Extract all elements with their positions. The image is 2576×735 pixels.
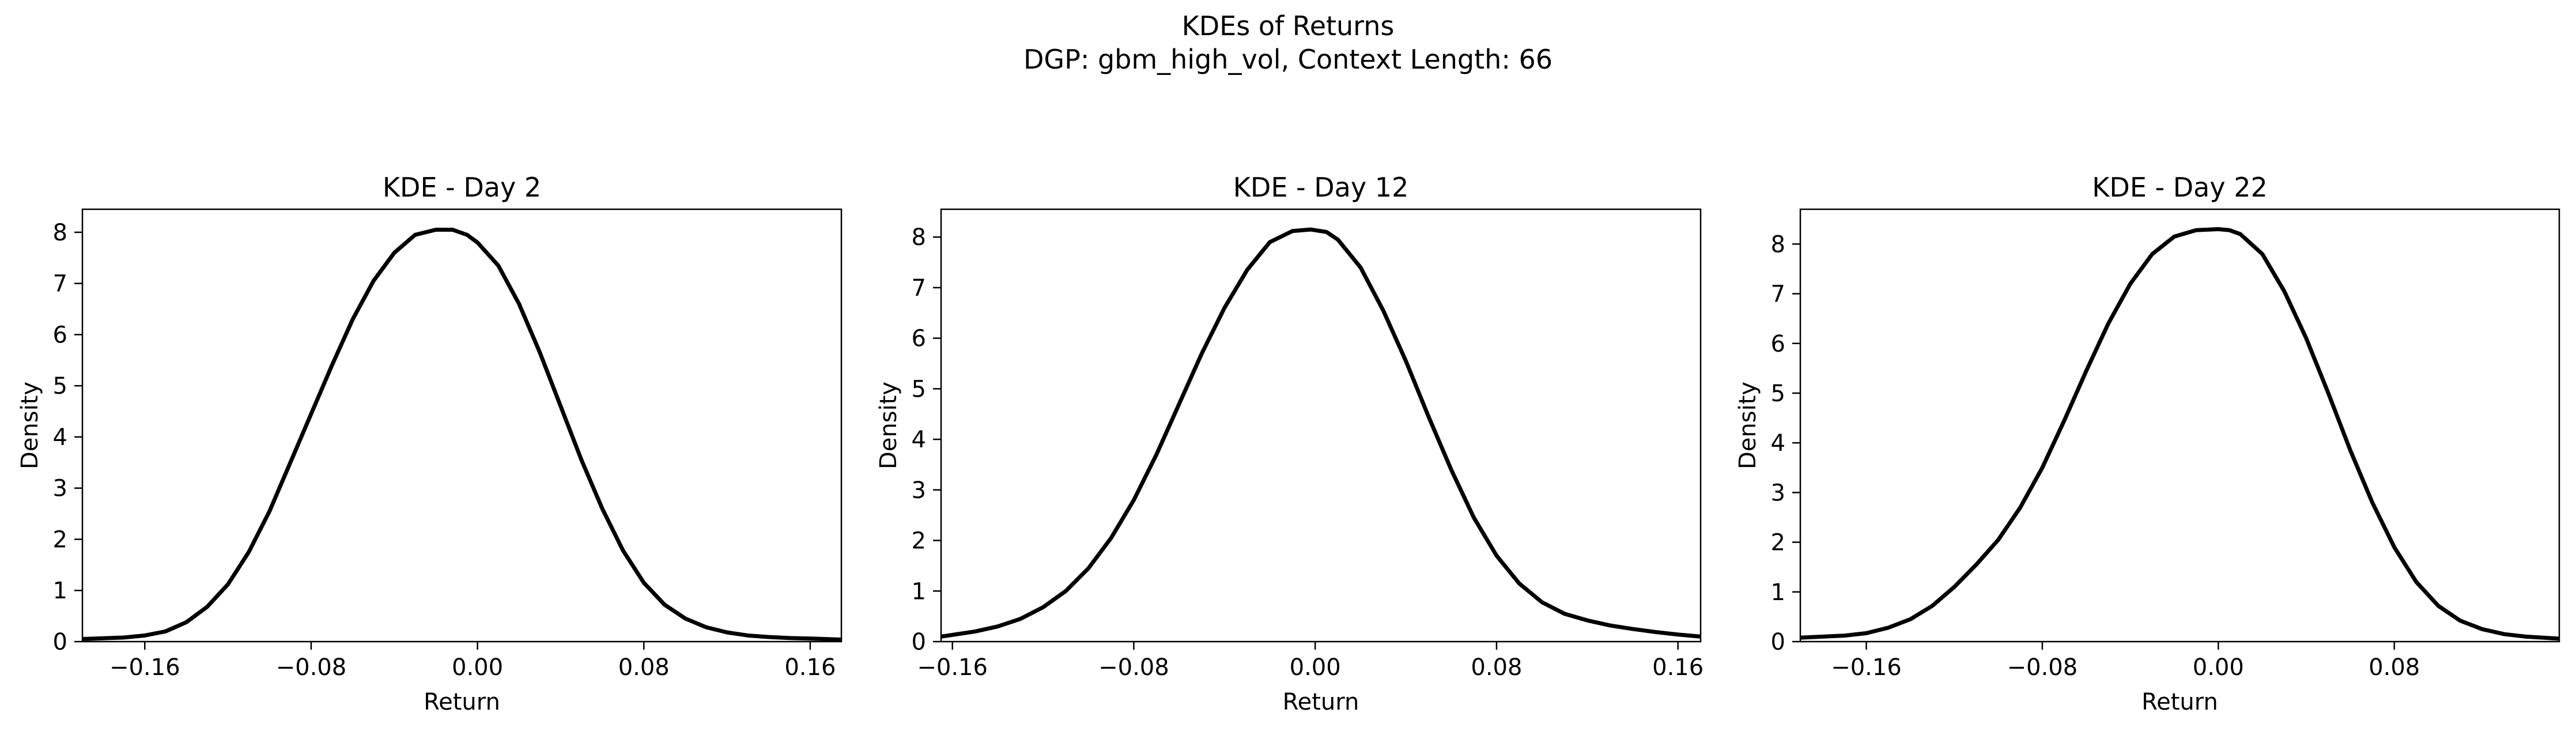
x-tick-label: −0.08: [1098, 654, 1169, 681]
figure-subtitle: DGP: gbm_high_vol, Context Length: 66: [1023, 44, 1553, 75]
y-tick-label: 7: [53, 271, 67, 297]
x-tick-label: −0.16: [109, 654, 180, 681]
y-tick-label: 4: [1771, 430, 1785, 457]
y-tick-label: 8: [1771, 231, 1785, 258]
y-tick-label: 7: [1771, 281, 1785, 308]
y-tick-label: 8: [53, 220, 67, 246]
subplot-2: KDE - Day 12 −0.16 −0.08 0.00 0.08 0.16 0 1 2 3 4 5…: [875, 172, 1704, 715]
figure-title: KDEs of Returns: [1182, 10, 1395, 42]
y-tick-label: 5: [53, 373, 67, 399]
axes-frame: [81, 208, 843, 643]
x-tick-label: 0.00: [1290, 654, 1341, 681]
y-tick-label: 0: [1771, 629, 1785, 655]
x-tick-label: −0.16: [917, 654, 988, 681]
y-tick-label: 6: [53, 322, 67, 348]
y-tick-label: 7: [912, 275, 926, 301]
y-tick-label: 1: [1771, 579, 1785, 606]
x-tick-label: −0.16: [1831, 654, 1902, 681]
x-axis-label: Return: [1283, 689, 1359, 715]
x-tick-label: 0.00: [452, 654, 503, 681]
y-tick-label: 8: [912, 224, 926, 251]
y-tick-label: 3: [53, 476, 67, 502]
x-tick-label: 0.08: [2369, 654, 2420, 681]
y-tick-label: 4: [53, 424, 67, 451]
x-tick-label: 0.08: [618, 654, 670, 681]
x-tick-label: 0.00: [2193, 654, 2244, 681]
x-tick-label: 0.16: [1652, 654, 1704, 681]
subplot-title: KDE - Day 12: [1233, 172, 1408, 203]
x-axis-label: Return: [2141, 689, 2218, 715]
subplot-title: KDE - Day 2: [383, 172, 541, 203]
subplot-1: KDE - Day 2 −0.16 −0.08 0.00 0.08 0.16 0 1 2 3 4 5 6…: [17, 172, 843, 715]
x-tick-label: −0.08: [2007, 654, 2078, 681]
y-tick-label: 6: [1771, 331, 1785, 357]
y-tick-label: 0: [53, 629, 67, 655]
y-tick-label: 4: [912, 427, 926, 453]
x-tick-label: −0.08: [276, 654, 347, 681]
x-axis-label: Return: [424, 689, 500, 715]
y-tick-label: 3: [912, 477, 926, 504]
y-tick-label: 0: [912, 629, 926, 655]
y-tick-label: 3: [1771, 480, 1785, 506]
x-tick-label: 0.08: [1471, 654, 1522, 681]
x-tick-label: 0.16: [784, 654, 836, 681]
axes-frame: [940, 208, 1702, 643]
kde-curve: [82, 228, 841, 642]
y-tick-label: 2: [53, 526, 67, 553]
subplots: KDE - Day 2 −0.16 −0.08 0.00 0.08 0.16 0 1 2 3 4 5 6…: [17, 172, 2560, 715]
y-axis-label: Density: [1735, 382, 1761, 469]
subplot-3: KDE - Day 22 −0.16 −0.08 0.00 0.08 0 1 2 3 4 5 6 7 8 R…: [1735, 172, 2560, 715]
y-axis-label: Density: [17, 382, 43, 469]
subplot-title: KDE - Day 22: [2092, 172, 2267, 203]
kde-curve: [1800, 227, 2559, 641]
y-tick-label: 5: [912, 376, 926, 402]
kde-curve: [941, 227, 1701, 639]
y-tick-label: 2: [912, 528, 926, 555]
axes-frame: [1799, 208, 2560, 643]
y-axis-label: Density: [875, 382, 902, 469]
y-tick-label: 5: [1771, 380, 1785, 407]
y-tick-label: 2: [1771, 530, 1785, 556]
y-tick-label: 1: [912, 578, 926, 605]
y-tick-label: 1: [53, 578, 67, 604]
y-tick-label: 6: [912, 326, 926, 352]
